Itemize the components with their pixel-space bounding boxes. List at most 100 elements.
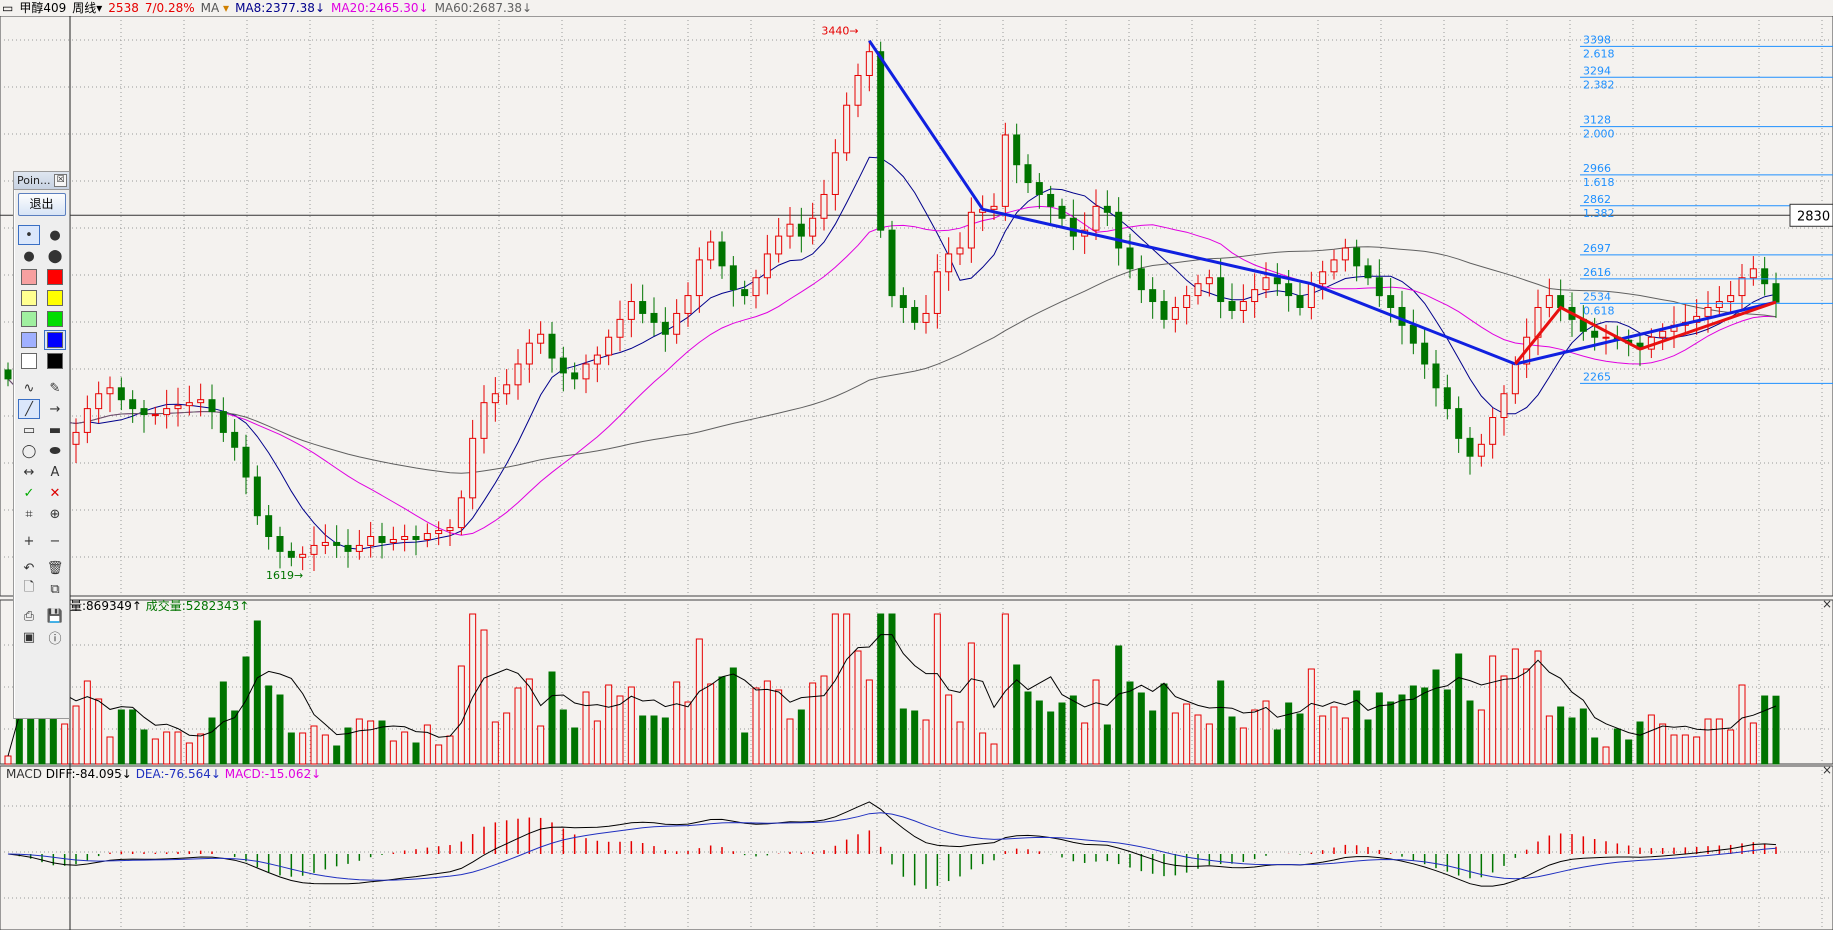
candle-body xyxy=(1738,277,1746,297)
save-icon[interactable]: 💾 xyxy=(46,608,64,624)
volume-bar xyxy=(1625,739,1633,765)
volume-bar xyxy=(95,698,103,765)
exit-button[interactable]: 退出 xyxy=(17,193,66,216)
color-light-yellow-icon[interactable] xyxy=(18,288,40,308)
ellipse-icon[interactable]: ◯ xyxy=(21,443,37,459)
volume-bar xyxy=(310,725,318,765)
volume-bar xyxy=(990,743,998,765)
filled-ellipse-icon[interactable]: ⬬ xyxy=(49,443,61,459)
color-blue-icon[interactable] xyxy=(44,330,66,350)
new-file-icon[interactable]: 🗋 xyxy=(23,580,35,595)
color-light-green-icon[interactable] xyxy=(18,309,40,329)
color-light-blue-icon[interactable] xyxy=(18,330,40,350)
candle-body xyxy=(967,211,975,249)
volume-bar xyxy=(83,680,91,765)
candle-body xyxy=(321,541,329,546)
volume-bar xyxy=(287,732,295,765)
candle-body xyxy=(1194,283,1202,297)
double-arrow-icon[interactable]: ↔ xyxy=(23,464,35,480)
candle-body xyxy=(1353,247,1361,267)
volume-bar xyxy=(525,678,533,765)
volume-bar xyxy=(956,721,964,765)
candle-body xyxy=(945,253,953,273)
undo-icon[interactable]: ↶ xyxy=(23,560,35,576)
volume-bar xyxy=(888,613,896,765)
volume-bar xyxy=(1341,717,1349,765)
check-icon[interactable]: ✓ xyxy=(23,485,35,501)
minus-icon[interactable]: − xyxy=(49,533,61,549)
dot-xlarge-icon[interactable]: ⬤ xyxy=(47,248,63,264)
dot-small-icon[interactable]: • xyxy=(18,225,40,245)
crop-icon[interactable]: ⌗ xyxy=(25,506,33,522)
volume-bar xyxy=(1081,722,1089,765)
delete-icon[interactable]: ✕ xyxy=(49,485,61,501)
toolbox-title[interactable]: Poin... ☒ xyxy=(14,172,69,190)
macd-histogram xyxy=(7,801,1777,889)
plus-icon[interactable]: + xyxy=(23,533,35,549)
ma8-line xyxy=(7,156,1777,550)
fib-price-label: 3398 xyxy=(1583,33,1611,46)
eraser-icon[interactable]: ✎ xyxy=(49,380,61,396)
volume-bar xyxy=(174,731,182,765)
drawing-toolbox[interactable]: Poin... ☒ 退出 • ● ● ⬤ ∿ ✎ ╱ → ▭ ▬ ◯ ⬬ ↔ A ✓ ✕ ⌗ ⊕ + − ↶ 🗑 🗋 ⧉ ⎙ 💾 ▣… xyxy=(13,171,70,719)
ma-indicator-label[interactable]: MA ▾ xyxy=(200,1,230,15)
filled-rectangle-icon[interactable]: ▬ xyxy=(48,422,62,438)
trash-icon[interactable]: 🗑 xyxy=(46,560,64,576)
candle-body xyxy=(922,312,930,323)
color-red-icon[interactable] xyxy=(44,267,66,287)
dot-medium-icon[interactable]: ● xyxy=(49,227,61,243)
color-black-icon[interactable] xyxy=(44,351,66,371)
panel-2 xyxy=(0,765,1833,930)
zoom-icon[interactable]: ⊕ xyxy=(49,506,61,522)
screen-icon[interactable]: ▭ xyxy=(2,1,14,15)
candle-body xyxy=(1035,182,1043,195)
color-green-icon[interactable] xyxy=(44,309,66,329)
color-white-icon[interactable] xyxy=(18,351,40,371)
candle-body xyxy=(899,295,907,308)
candle-body xyxy=(1421,342,1429,365)
candle-body xyxy=(1217,277,1225,303)
candle-body xyxy=(480,402,488,439)
text-icon[interactable]: A xyxy=(50,464,60,480)
volume-bar xyxy=(809,682,817,765)
low-label: 1619→ xyxy=(266,569,303,582)
fib-price-label: 2862 xyxy=(1583,193,1611,206)
fib-ratio-label: 2.618 xyxy=(1583,47,1615,60)
color-yellow-icon[interactable] xyxy=(44,288,66,308)
copy-icon[interactable]: ⧉ xyxy=(50,581,60,597)
candle-body xyxy=(956,247,964,255)
candle-body xyxy=(661,321,669,335)
print-icon[interactable]: ⎙ xyxy=(23,608,35,624)
candle-body xyxy=(253,476,261,517)
crosshair-price-box xyxy=(1789,203,1833,227)
arrow-line-icon[interactable]: → xyxy=(49,401,61,417)
dot-large-icon[interactable]: ● xyxy=(23,248,35,264)
macd-diff-line xyxy=(7,801,1777,887)
candle-body xyxy=(741,289,749,297)
color-light-red-icon[interactable] xyxy=(18,267,40,287)
candle-body xyxy=(219,411,227,433)
volume-bar xyxy=(1353,690,1361,765)
rectangle-icon[interactable]: ▭ xyxy=(22,422,36,438)
volume-bar xyxy=(1024,691,1032,765)
volume-bar xyxy=(967,642,975,765)
volume-bar xyxy=(1466,700,1474,765)
candle-body xyxy=(1330,259,1338,273)
trend-line-blue xyxy=(868,39,1312,286)
info-icon[interactable]: ⓘ xyxy=(48,631,62,647)
period-selector[interactable]: 周线▾ xyxy=(72,1,103,15)
volume-bar xyxy=(695,638,703,765)
volume-bar xyxy=(1591,737,1599,765)
close-icon[interactable]: ☒ xyxy=(54,174,67,187)
image-icon[interactable]: ▣ xyxy=(22,629,36,645)
line-icon[interactable]: ╱ xyxy=(18,399,40,419)
volume-header: 量:869349↑ 成交量:5282343↑ xyxy=(70,598,249,613)
volume-bar xyxy=(1160,683,1168,765)
volume-bar xyxy=(231,710,239,765)
instrument-name[interactable]: 甲醇409 xyxy=(19,1,67,15)
volume-bar xyxy=(548,671,556,765)
volume-bar xyxy=(1704,718,1712,765)
volume-bar xyxy=(559,709,567,765)
curve-icon[interactable]: ∿ xyxy=(23,380,35,396)
